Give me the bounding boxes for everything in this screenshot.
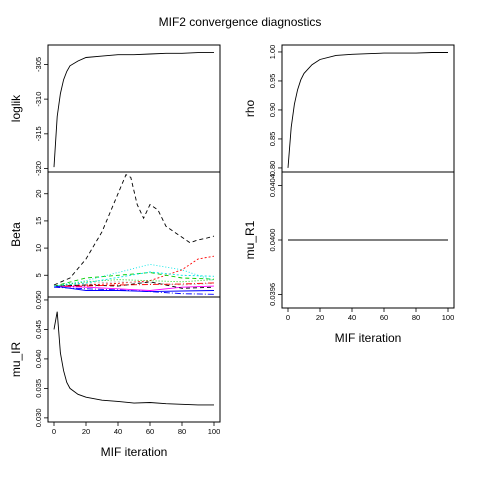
y-tick-label: 10 bbox=[34, 244, 43, 252]
panel-beta: 5 10 15 20 Beta bbox=[9, 171, 221, 298]
y-tick-label: 0.0404 bbox=[268, 174, 277, 197]
x-axis-label-mu_ir: MIF iteration bbox=[101, 445, 168, 459]
panel-frame-loglik bbox=[47, 44, 221, 173]
y-tick-label: 0.90 bbox=[268, 103, 277, 118]
x-tick-label: 60 bbox=[146, 427, 154, 436]
y-axis-label-mu_r1: mu_R1 bbox=[243, 220, 257, 259]
series-group-loglik bbox=[53, 52, 214, 168]
series-line-beta-4 bbox=[53, 263, 215, 287]
figure-title: MIF2 convergence diagnostics bbox=[159, 15, 322, 29]
y-tick-label: 0.0400 bbox=[268, 229, 277, 252]
x-tick-label: 60 bbox=[380, 313, 388, 322]
series-group-beta bbox=[53, 174, 215, 295]
panel-rho: 0.80 0.85 0.90 0.95 1.00 rho bbox=[243, 44, 455, 176]
x-tick-label: 80 bbox=[412, 313, 420, 322]
x-tick-label: 0 bbox=[52, 427, 56, 436]
series-group-rho bbox=[287, 52, 448, 168]
y-tick-label: -310 bbox=[34, 92, 43, 107]
panels: -320-315-310-305loglik5101520Beta0.0300.… bbox=[9, 44, 455, 459]
series-group-mu_ir bbox=[53, 311, 214, 406]
series-line-beta-10 bbox=[53, 285, 215, 293]
series-line-beta-7 bbox=[53, 281, 215, 289]
y-axis-label-mu_ir: mu_IR bbox=[9, 341, 23, 377]
x-tick-label: 0 bbox=[286, 313, 290, 322]
y-tick-label: 0.85 bbox=[268, 132, 277, 147]
x-tick-label: 40 bbox=[348, 313, 356, 322]
panel-loglik: -320 -315 -310 -305 loglik bbox=[9, 44, 221, 176]
series-line-beta-11 bbox=[53, 271, 215, 287]
y-tick-label: -305 bbox=[34, 57, 43, 72]
panel-frame-mu_ir bbox=[47, 296, 221, 423]
panel-mu_ir: 0.030 0.035 0.040 0.045 0.050 0 20 40 60 80 100 mu_… bbox=[9, 291, 221, 459]
y-tick-label: 0.050 bbox=[34, 291, 43, 310]
y-tick-label: 5 bbox=[34, 273, 43, 277]
x-tick-label: 80 bbox=[178, 427, 186, 436]
y-tick-label: 0.0396 bbox=[268, 283, 277, 306]
panel-frame-rho bbox=[281, 44, 455, 173]
y-axis-label-rho: rho bbox=[243, 100, 257, 118]
panel-mu_r1: 0.0396 0.0400 0.0404 0 20 40 60 80 100 mu_R1 MIF i… bbox=[243, 171, 455, 345]
y-tick-label: -320 bbox=[34, 161, 43, 176]
y-tick-label: 1.00 bbox=[268, 45, 277, 60]
series-line-rho-0 bbox=[287, 52, 448, 168]
y-tick-label: 20 bbox=[34, 190, 43, 198]
y-tick-label: 0.95 bbox=[268, 74, 277, 89]
y-tick-label: 0.040 bbox=[34, 350, 43, 369]
series-line-loglik-0 bbox=[53, 52, 214, 168]
x-tick-label: 40 bbox=[114, 427, 122, 436]
y-tick-label: 0.035 bbox=[34, 379, 43, 398]
series-line-beta-0 bbox=[53, 174, 215, 286]
y-tick-label: 0.045 bbox=[34, 320, 43, 339]
y-axis-label-loglik: loglik bbox=[9, 94, 23, 122]
series-line-beta-5 bbox=[53, 285, 215, 291]
y-tick-label: -315 bbox=[34, 126, 43, 141]
x-axis-label-mu_r1: MIF iteration bbox=[335, 331, 402, 345]
y-axis-label-beta: Beta bbox=[9, 222, 23, 247]
y-tick-label: 0.030 bbox=[34, 408, 43, 427]
x-tick-label: 20 bbox=[316, 313, 324, 322]
x-tick-label: 20 bbox=[82, 427, 90, 436]
series-line-beta-8 bbox=[54, 282, 215, 287]
x-tick-label: 100 bbox=[442, 313, 455, 322]
y-tick-label: 0.80 bbox=[268, 161, 277, 176]
y-tick-label: 15 bbox=[34, 217, 43, 225]
x-tick-label: 100 bbox=[208, 427, 221, 436]
series-line-beta-6 bbox=[53, 281, 215, 287]
series-line-beta-2 bbox=[53, 272, 215, 287]
series-line-mu_ir-0 bbox=[53, 311, 214, 406]
